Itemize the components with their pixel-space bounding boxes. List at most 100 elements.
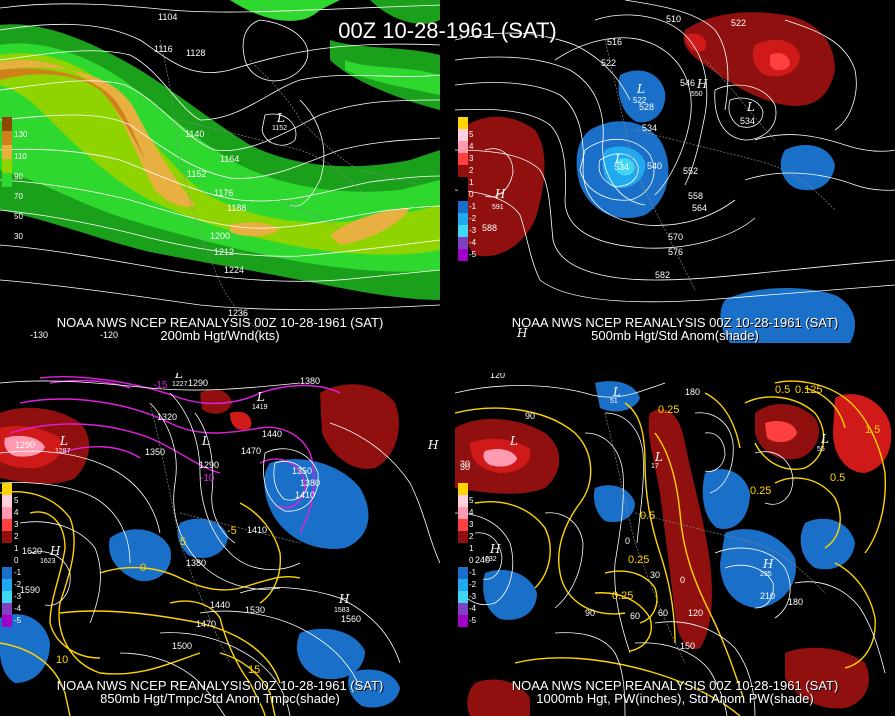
- anom-pos-850-6: [230, 411, 252, 430]
- cl-1000-16: 0.25: [658, 404, 679, 416]
- low-500-2: L: [614, 152, 623, 166]
- map-1000mb: 120 180 90 30 0 30 0 60 120 150 90 60 18…: [455, 373, 892, 716]
- cb-1000-2: 3: [469, 520, 474, 529]
- jet-core-4: [230, 222, 280, 237]
- cl-850-9: 1380: [300, 478, 320, 488]
- cl-850-10: 1410: [295, 490, 315, 500]
- anom-neg-6: [720, 288, 855, 343]
- panel-850mb: 1290 1290 1380 1320 1350 1290 1440 1470 …: [0, 373, 440, 716]
- anom-neg-850-6: [348, 669, 400, 708]
- cl-500-16: 534: [614, 162, 629, 172]
- contour-labels-200: 1104 1116 1128 1140 1152 1164 1176 1188 …: [154, 12, 248, 318]
- cb-200-3: 70: [14, 192, 23, 201]
- pw-anom-neg-5: [593, 485, 635, 523]
- upper-shade-4: [345, 60, 440, 95]
- pw-anom-pos-6: [833, 394, 892, 473]
- cl-850-0: 1290: [15, 440, 35, 450]
- anom-pos-4: [770, 53, 790, 71]
- high-1000-0: H: [489, 542, 501, 556]
- pw-anom-pos-7: [765, 421, 797, 443]
- low-1000-1-val: 17: [651, 463, 659, 470]
- contour-labels-500: 510 516 522 522 528 534 540 546 552 558 …: [482, 14, 755, 280]
- low-850-2-val: 1419: [252, 404, 268, 411]
- cl-1000-1: 180: [685, 387, 700, 397]
- cl-200-9: 1212: [214, 247, 234, 257]
- high-850-0: H: [49, 544, 61, 558]
- pw-anom-neg-4: [483, 569, 537, 620]
- anom-pos-1: [458, 116, 545, 257]
- high-500-0: H: [494, 187, 506, 201]
- cl-200-5: 1164: [220, 154, 239, 164]
- height-contours-500: [455, 0, 895, 303]
- low-850-0-val: 1287: [55, 448, 71, 455]
- cl-850-6: 1440: [262, 429, 282, 439]
- high-500-1: H: [696, 77, 708, 91]
- tl-850-5: 10: [56, 654, 68, 666]
- high-850-1-val: 1583: [334, 607, 350, 614]
- pw-anom-pos-3: [483, 448, 517, 467]
- anom-neg-850-4: [0, 614, 50, 683]
- cl-200-8: 1200: [210, 231, 230, 241]
- cl-1000-18: 0.5: [640, 510, 655, 522]
- colorbar-1000: [458, 483, 469, 627]
- panel-500mb: 510 516 522 522 528 534 540 546 552 558 …: [455, 0, 895, 343]
- panel-200mb: 1104 1116 1128 1140 1152 1164 1176 1188 …: [0, 0, 440, 343]
- cl-1000-6: 0: [625, 536, 630, 546]
- high-850-2: H: [427, 438, 439, 452]
- coastlines: [159, 39, 421, 341]
- high-1000-1: H: [762, 557, 774, 571]
- tl-850-2: -5: [227, 525, 237, 537]
- cl-1000-24: 0.25: [750, 485, 771, 497]
- temp-contours-850-warm: [0, 491, 301, 716]
- cl-500-5: 534: [642, 123, 657, 133]
- cl-500-10: 564: [692, 203, 707, 213]
- cb-500-7: -2: [469, 214, 477, 223]
- upper-shade-1: [230, 0, 340, 21]
- low-1000-2: L: [509, 434, 518, 448]
- cl-1000-10: 90: [585, 608, 595, 618]
- cl-850-11: 1410: [247, 525, 267, 535]
- cl-1000-20: 0.5: [775, 384, 790, 396]
- colorbar-200: [2, 117, 13, 201]
- cl-850-14: 1470: [196, 619, 216, 629]
- cb-200-4: 50: [14, 212, 23, 221]
- cl-200-0: 1104: [158, 12, 177, 22]
- low-850-0: L: [59, 434, 68, 448]
- contour-labels-850: 1290 1290 1380 1320 1350 1290 1440 1470 …: [15, 376, 361, 651]
- cb-850-10: -5: [14, 616, 22, 625]
- anom-pos-5: [685, 33, 707, 52]
- pw-anom-neg-3: [800, 518, 855, 570]
- cb-850-4: 1: [14, 544, 19, 553]
- cl-850-18: 1590: [20, 585, 40, 595]
- tl-850-0: -15: [153, 380, 168, 391]
- caption-500-line1: NOAA NWS NCEP REANALYSIS 00Z 10-28-1961 …: [511, 315, 839, 330]
- cl-850-19: 1620: [22, 546, 42, 556]
- cb-500-9: -4: [469, 238, 477, 247]
- cl-500-9: 558: [688, 191, 703, 201]
- contour-labels-1000: 120 180 90 30 0 30 0 60 120 150 90 60 18…: [460, 373, 880, 651]
- panel-1000mb: 120 180 90 30 0 30 0 60 120 150 90 60 18…: [455, 373, 895, 716]
- main-title: 00Z 10-28-1961 (SAT): [338, 18, 557, 43]
- cl-200-7: 1188: [227, 203, 246, 213]
- cl-1000-17: 0.25: [628, 554, 649, 566]
- anom-neg-850-1: [264, 459, 369, 549]
- cb-850-2: 3: [14, 520, 19, 529]
- cl-500-12: 576: [668, 247, 683, 257]
- low-850-3: L: [201, 434, 210, 448]
- height-contours-850: [0, 380, 440, 716]
- cl-1000-23: 0.5: [830, 472, 845, 484]
- cl-1000-0: 120: [490, 373, 505, 380]
- pw-anom-pos-9: [467, 679, 530, 716]
- cl-500-6: 540: [647, 161, 662, 171]
- caption-850-line2: 850mb Hgt/Tmpc/Std Anom Tmpc(shade): [100, 691, 340, 706]
- caption-1000-line1: NOAA NWS NCEP REANALYSIS 00Z 10-28-1961 …: [511, 678, 839, 693]
- cl-1000-13: 210: [760, 591, 775, 601]
- low-850-1: L: [174, 373, 183, 381]
- cl-200-11: 1236: [228, 308, 248, 318]
- anom-neg-4: [618, 70, 666, 123]
- caption-200-line1: NOAA NWS NCEP REANALYSIS 00Z 10-28-1961 …: [56, 315, 384, 330]
- cl-500-0: 510: [666, 14, 681, 24]
- cb-850-5: 0: [14, 556, 19, 565]
- cl-200-10: 1224: [224, 265, 244, 275]
- low-850-1-val: 1227: [172, 381, 188, 388]
